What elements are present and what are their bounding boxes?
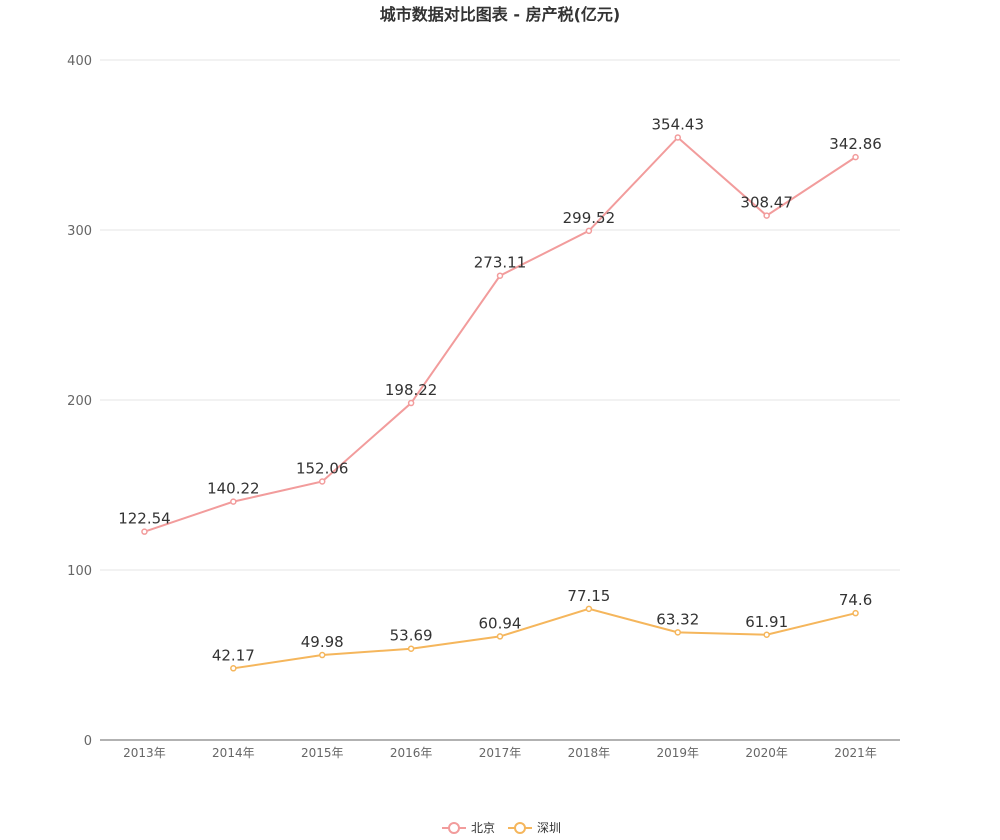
data-point[interactable] [141, 528, 148, 535]
data-label: 299.52 [563, 209, 616, 227]
x-tick-label: 2019年 [657, 746, 700, 760]
data-point[interactable] [585, 605, 593, 613]
data-label: 42.17 [212, 646, 255, 664]
y-tick-label: 0 [84, 734, 92, 749]
data-point[interactable] [852, 609, 859, 617]
chart-title: 城市数据对比图表 - 房产税(亿元) [380, 5, 620, 24]
data-label: 354.43 [652, 115, 705, 133]
x-tick-label: 2014年 [212, 746, 255, 760]
data-labels: 122.54 140.22 152.06 198.22 273.11 299.52 354.… [118, 115, 882, 664]
data-point[interactable] [230, 498, 237, 505]
data-point[interactable] [585, 227, 593, 235]
data-label: 308.47 [740, 194, 793, 212]
data-label: 61.91 [745, 613, 788, 631]
data-label: 342.86 [829, 135, 882, 153]
data-label: 49.98 [301, 633, 344, 651]
x-tick-label: 2020年 [745, 746, 788, 760]
y-tick-label: 100 [67, 564, 92, 579]
data-point[interactable] [318, 478, 326, 485]
data-label: 140.22 [207, 480, 260, 498]
legend[interactable]: 北京 深圳 [442, 821, 561, 835]
data-point[interactable] [763, 631, 770, 639]
legend-label: 深圳 [537, 821, 561, 835]
legend-label: 北京 [471, 821, 495, 835]
data-label: 63.32 [656, 610, 699, 628]
x-tick-label: 2021年 [834, 746, 877, 760]
data-point[interactable] [763, 212, 770, 219]
data-point[interactable] [674, 134, 682, 141]
data-label: 77.15 [567, 587, 610, 605]
y-tick-label: 200 [67, 394, 92, 409]
series-group [141, 134, 859, 672]
x-tick-label: 2018年 [568, 746, 611, 760]
data-point[interactable] [407, 645, 415, 652]
data-label: 152.06 [296, 459, 349, 477]
x-tick-label: 2013年 [123, 746, 166, 760]
legend-marker-icon [514, 822, 526, 834]
y-tick-label: 300 [67, 224, 92, 239]
x-tick-label: 2015年 [301, 746, 344, 760]
data-label: 60.94 [479, 614, 522, 632]
x-axis: 2013年 2014年 2015年 2016年 2017年 2018年 2019年 2020年… [100, 739, 900, 760]
y-tick-label: 400 [67, 54, 92, 69]
data-point[interactable] [496, 272, 504, 279]
x-tick-label: 2017年 [479, 746, 522, 760]
x-tick-label: 2016年 [390, 746, 433, 760]
data-point[interactable] [318, 651, 326, 659]
data-label: 74.6 [839, 591, 872, 609]
data-label: 53.69 [390, 627, 433, 645]
data-point[interactable] [407, 399, 415, 407]
data-label: 273.11 [474, 254, 527, 272]
data-point[interactable] [852, 153, 859, 161]
data-point[interactable] [674, 629, 682, 636]
legend-item[interactable]: 深圳 [508, 821, 561, 835]
data-point[interactable] [230, 665, 237, 672]
data-label: 122.54 [118, 510, 171, 528]
y-axis: 0 100 200 300 400 [67, 54, 92, 749]
grid-lines [100, 59, 900, 571]
legend-marker-icon [448, 822, 460, 834]
series-line [233, 607, 856, 670]
legend-item[interactable]: 北京 [442, 821, 495, 835]
data-point[interactable] [496, 633, 504, 640]
data-label: 198.22 [385, 381, 438, 399]
